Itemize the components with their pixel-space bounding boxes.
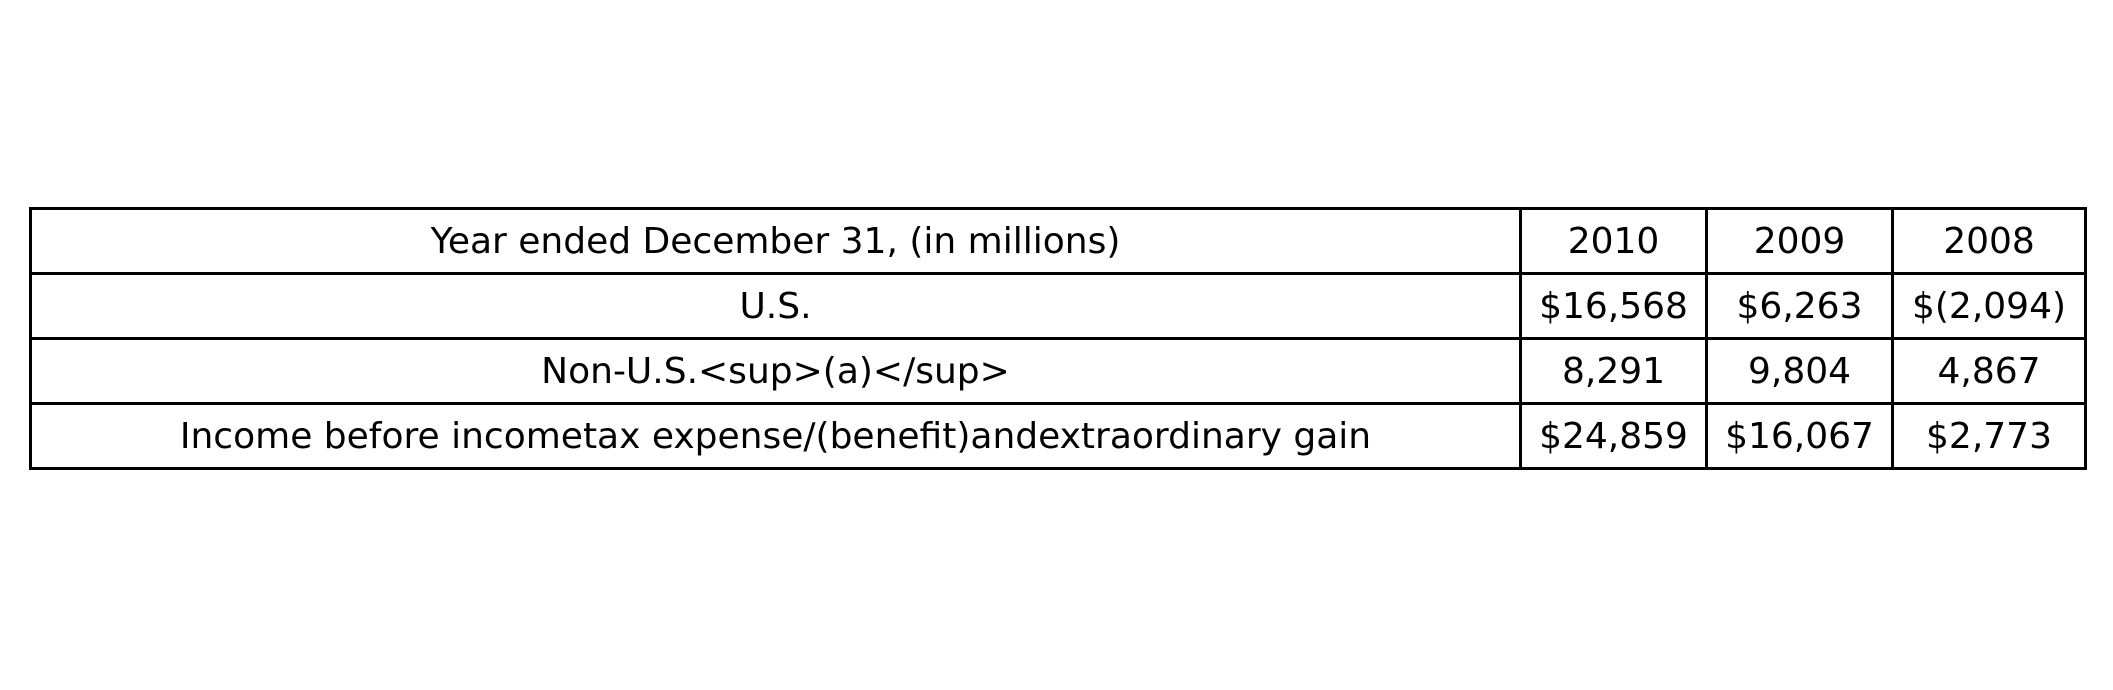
column-header-2009: 2009 [1705,207,1894,275]
row-label: U.S. [29,272,1522,340]
cell-value: $16,568 [1519,272,1708,340]
column-header-2010: 2010 [1519,207,1708,275]
cell-value: $24,859 [1519,402,1708,470]
row-label: Income before incometax expense/(benefit… [29,402,1522,470]
cell-value: 9,804 [1705,337,1894,405]
cell-value: $(2,094) [1891,272,2087,340]
cell-value: 8,291 [1519,337,1708,405]
table-row: U.S. $16,568 $6,263 $(2,094) [29,272,2087,340]
income-table: Year ended December 31, (in millions) 20… [29,207,2087,470]
row-label: Non-U.S.<sup>(a)</sup> [29,337,1522,405]
column-header-label: Year ended December 31, (in millions) [29,207,1522,275]
cell-value: $2,773 [1891,402,2087,470]
cell-value: $16,067 [1705,402,1894,470]
cell-value: 4,867 [1891,337,2087,405]
table-row: Non-U.S.<sup>(a)</sup> 8,291 9,804 4,867 [29,337,2087,405]
table-header-row: Year ended December 31, (in millions) 20… [29,207,2087,275]
table-row: Income before incometax expense/(benefit… [29,402,2087,470]
column-header-2008: 2008 [1891,207,2087,275]
cell-value: $6,263 [1705,272,1894,340]
